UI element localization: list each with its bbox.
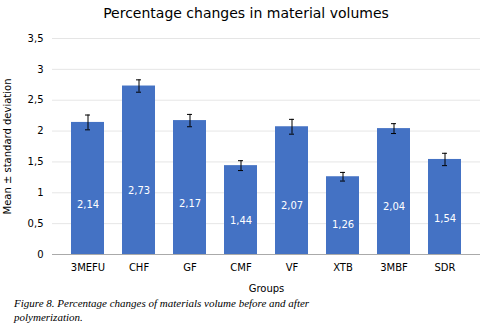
svg-text:3: 3 — [37, 64, 43, 75]
svg-text:VF: VF — [286, 262, 299, 273]
html-text:polymerization.: polymerization. — [14, 311, 83, 323]
svg-text:3MEFU: 3MEFU — [71, 262, 105, 273]
svg-text:CHF: CHF — [129, 262, 150, 273]
svg-text:0,5: 0,5 — [28, 218, 44, 229]
svg-text:2: 2 — [37, 125, 43, 136]
svg-text:1,26: 1,26 — [332, 219, 354, 230]
svg-text:3,5: 3,5 — [28, 33, 44, 44]
svg-text:1,44: 1,44 — [230, 215, 252, 226]
svg-text:2,04: 2,04 — [383, 201, 405, 212]
svg-text:1,5: 1,5 — [28, 156, 44, 167]
svg-text:GF: GF — [183, 262, 197, 273]
svg-text:2,73: 2,73 — [128, 185, 150, 196]
svg-text:CMF: CMF — [230, 262, 252, 273]
html-text:Percentage changes in material: Percentage changes in material volumes — [103, 5, 389, 21]
svg-text:Mean ± standard deviation: Mean ± standard deviation — [2, 79, 13, 215]
svg-text:2,14: 2,14 — [77, 199, 99, 210]
svg-text:0: 0 — [37, 249, 43, 260]
svg-text:3MBF: 3MBF — [380, 262, 408, 273]
svg-text:2,17: 2,17 — [179, 198, 201, 209]
svg-text:2,07: 2,07 — [281, 200, 303, 211]
svg-text:1: 1 — [37, 187, 43, 198]
svg-text:2,5: 2,5 — [28, 94, 44, 105]
svg-text:XTB: XTB — [333, 262, 353, 273]
svg-text:Groups: Groups — [249, 283, 285, 294]
html-text:Figure 8. Percentage changes o: Figure 8. Percentage changes of material… — [14, 297, 310, 309]
svg-text:SDR: SDR — [435, 262, 456, 273]
svg-text:1,54: 1,54 — [434, 213, 456, 224]
